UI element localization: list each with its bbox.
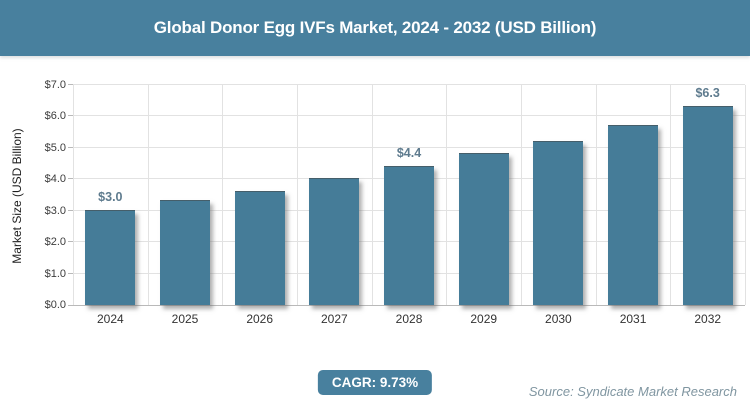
gridline-vertical bbox=[222, 85, 223, 305]
source-attribution: Source: Syndicate Market Research bbox=[528, 384, 737, 399]
x-tick-label-2029: 2029 bbox=[470, 312, 498, 326]
cagr-badge: CAGR: 9.73% bbox=[317, 370, 433, 395]
y-axis-tickmark bbox=[68, 115, 73, 117]
y-tick-label: $3.0 bbox=[44, 204, 66, 217]
x-tick-label-2027: 2027 bbox=[321, 312, 348, 326]
y-tick-label: $4.0 bbox=[44, 173, 66, 186]
chart-title: Global Donor Egg IVFs Market, 2024 - 203… bbox=[153, 18, 597, 37]
gridline-vertical bbox=[148, 85, 149, 305]
x-tick-label-2026: 2026 bbox=[246, 312, 274, 326]
gridline-horizontal bbox=[73, 84, 745, 85]
bar-2026 bbox=[234, 190, 285, 305]
x-axis-tick-labels: 2024 2025 2026 2027 2028 2029 2030 2031 2032 bbox=[73, 312, 745, 326]
y-axis-tickmark bbox=[68, 305, 73, 306]
bar-2027 bbox=[309, 178, 360, 305]
x-tick-label-2024: 2024 bbox=[96, 312, 124, 326]
bar-2032 bbox=[682, 106, 733, 305]
bar-value-label-2032: $6.3 bbox=[695, 86, 720, 100]
bar-value-label-2028: $4.4 bbox=[396, 145, 422, 160]
gridline-horizontal bbox=[73, 146, 745, 148]
y-tick-label: $6.0 bbox=[44, 110, 66, 123]
bar-2029 bbox=[458, 153, 509, 305]
bar-2031 bbox=[608, 124, 658, 305]
x-tick-label-2032: 2032 bbox=[694, 312, 722, 326]
x-tick-label-2028: 2028 bbox=[395, 312, 423, 326]
y-axis-tickmark bbox=[68, 84, 73, 85]
y-axis-tickmark bbox=[68, 272, 73, 274]
bar-2024 bbox=[85, 209, 136, 305]
y-axis-tickmark bbox=[68, 241, 73, 243]
gridline-horizontal bbox=[73, 115, 745, 117]
gridline-horizontal bbox=[73, 305, 745, 306]
gridline-vertical bbox=[596, 85, 597, 305]
gridline-vertical bbox=[670, 85, 671, 305]
y-tick-label: $7.0 bbox=[44, 79, 66, 91]
y-tick-label: $5.0 bbox=[44, 141, 66, 154]
y-tick-label: $1.0 bbox=[44, 267, 66, 280]
bar-value-label-2024: $3.0 bbox=[98, 189, 123, 204]
bar-chart: Market Size (USD Billion) $3.0 $4.4 $6.3 $… bbox=[0, 56, 750, 356]
gridline-vertical bbox=[745, 85, 746, 305]
y-axis-tickmark bbox=[68, 209, 73, 211]
y-axis-tickmark bbox=[68, 146, 73, 148]
x-tick-label-2025: 2025 bbox=[171, 312, 199, 326]
x-tick-label-2030: 2030 bbox=[545, 312, 572, 326]
y-tick-label: $0.0 bbox=[44, 299, 66, 311]
gridline-vertical bbox=[73, 85, 74, 305]
y-tick-label: $2.0 bbox=[44, 236, 66, 249]
gridline-vertical bbox=[297, 85, 298, 305]
y-axis-tickmark bbox=[68, 178, 73, 180]
bar-2030 bbox=[533, 140, 584, 305]
x-tick-label-2031: 2031 bbox=[619, 312, 647, 326]
gridline-vertical bbox=[372, 85, 373, 305]
gridline-vertical bbox=[446, 85, 447, 305]
gridline-vertical bbox=[521, 85, 522, 305]
plot-area: $3.0 $4.4 $6.3 bbox=[68, 84, 746, 306]
chart-title-banner: Global Donor Egg IVFs Market, 2024 - 203… bbox=[0, 0, 750, 56]
bar-2025 bbox=[160, 200, 210, 305]
bar-2028 bbox=[384, 165, 434, 305]
